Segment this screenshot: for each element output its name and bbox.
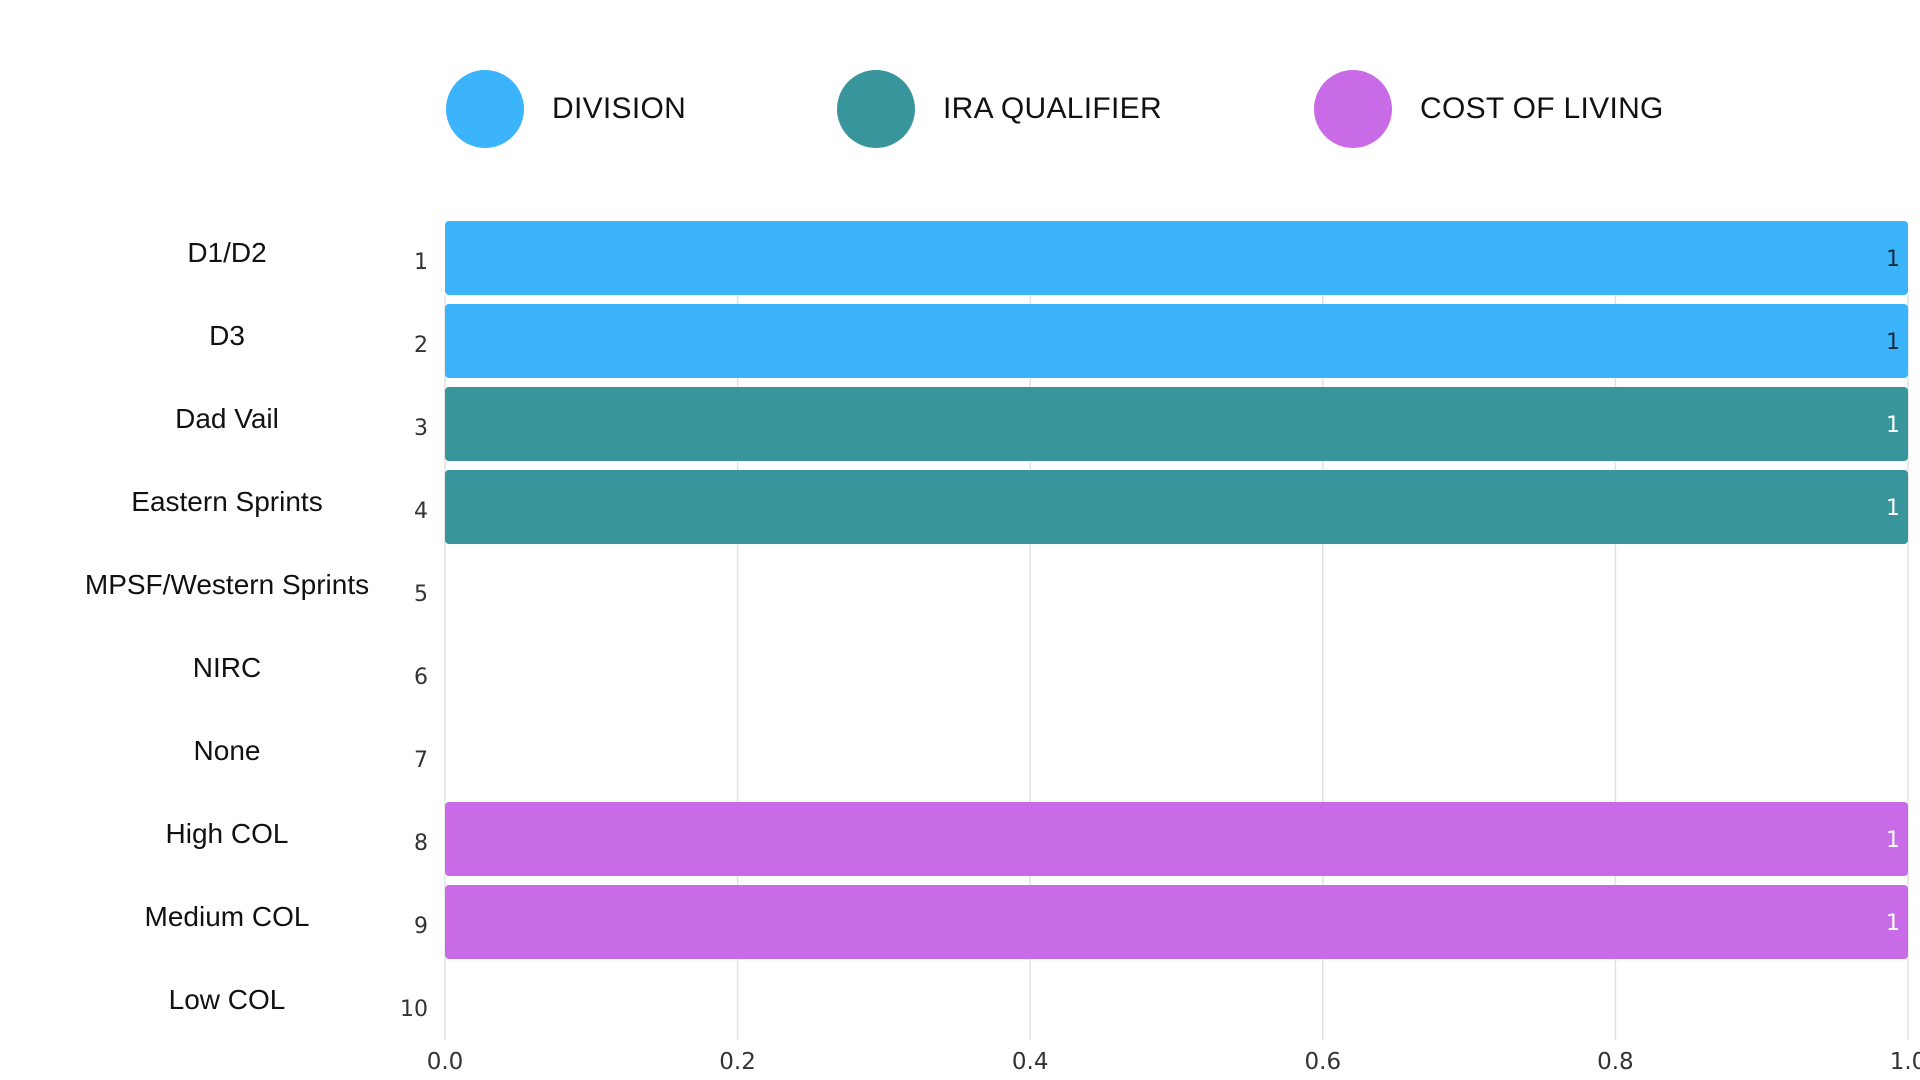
row-number: 6 [414,665,428,690]
value-label-medium-col: 1 [1886,911,1900,936]
category-label-d1-d2: D1/D2 [187,237,266,268]
category-label-high-col: High COL [166,818,289,849]
value-label-dad-vail: 1 [1886,413,1900,438]
category-label-medium-col: Medium COL [145,901,310,932]
legend-item-division: DIVISION [446,70,686,148]
row-number: 10 [400,997,428,1022]
row-number: 5 [414,582,428,607]
x-tick-label: 0.2 [719,1049,756,1075]
legend-item-cost-of-living: COST OF LIVING [1314,70,1664,148]
legend-swatch-division [446,70,524,148]
bar-high-col [445,802,1908,876]
category-label-eastern-sprints: Eastern Sprints [131,486,322,517]
row-number: 1 [414,250,428,275]
row-number: 3 [414,416,428,441]
value-label-high-col: 1 [1886,828,1900,853]
x-tick-label: 0.4 [1012,1049,1049,1075]
row-number: 2 [414,333,428,358]
bar-medium-col [445,885,1908,959]
x-tick-label: 1.0 [1890,1049,1920,1075]
value-label-d1-d2: 1 [1886,247,1900,272]
bar-dad-vail [445,387,1908,461]
bars: 1 1 1 1 1 1 [445,221,1908,959]
row-number: 4 [414,499,428,524]
chart-legend: DIVISION IRA QUALIFIER COST OF LIVING [0,0,1920,190]
category-label-mpsf-western-sprints: MPSF/Western Sprints [85,569,369,600]
category-label-none: None [194,735,261,766]
legend-item-ira-qualifier: IRA QUALIFIER [837,70,1162,148]
bar-d1-d2 [445,221,1908,295]
bar-eastern-sprints [445,470,1908,544]
row-number: 7 [414,748,428,773]
value-label-eastern-sprints: 1 [1886,496,1900,521]
category-label-low-col: Low COL [169,984,286,1015]
legend-label-cost-of-living: COST OF LIVING [1420,92,1664,125]
x-tick-label: 0.8 [1597,1049,1634,1075]
x-tick-label: 0.6 [1305,1049,1342,1075]
category-label-dad-vail: Dad Vail [175,403,279,434]
bar-d3 [445,304,1908,378]
category-labels: D1/D2 1 D3 2 Dad Vail 3 Eastern Sprints 4 MPSF/W… [85,237,428,1022]
x-axis-ticks: 0.0 0.2 0.4 0.6 0.8 1.0 [427,1049,1920,1075]
legend-swatch-ira-qualifier [837,70,915,148]
row-number: 8 [414,831,428,856]
value-label-d3: 1 [1886,330,1900,355]
legend-label-ira-qualifier: IRA QUALIFIER [943,92,1162,125]
category-label-d3: D3 [209,320,245,351]
legend-label-division: DIVISION [552,92,687,125]
legend-swatch-cost-of-living [1314,70,1392,148]
category-label-nirc: NIRC [193,652,261,683]
x-tick-label: 0.0 [427,1049,464,1075]
row-number: 9 [414,914,428,939]
